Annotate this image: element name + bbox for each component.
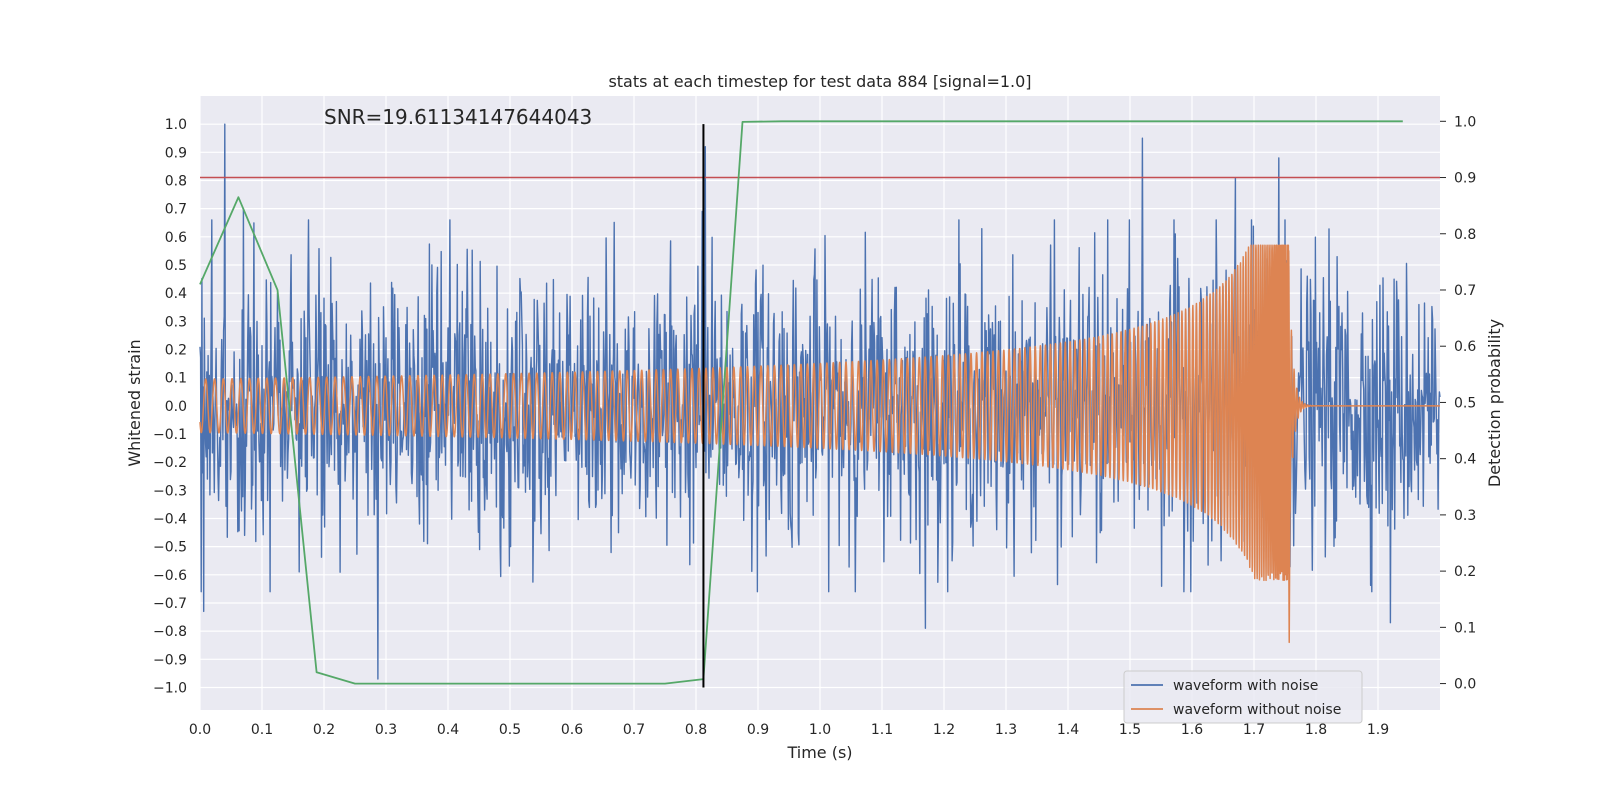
y-tick-label: −0.8	[153, 624, 187, 640]
y-tick-label: −0.9	[153, 652, 187, 668]
y2-tick-label: 0.2	[1454, 564, 1476, 580]
x-tick-label: 1.3	[995, 722, 1017, 738]
y2-tick-label: 0.8	[1454, 227, 1476, 243]
legend: waveform with noise waveform without noi…	[1123, 670, 1363, 724]
x-tick-label: 1.9	[1367, 722, 1389, 738]
x-tick-label: 1.2	[933, 722, 955, 738]
y-tick-label: 0.3	[165, 314, 187, 330]
x-axis: 0.0 0.1 0.2 0.3 0.4 0.5 0.6 0.7 0.8 0.9 1.0 1.1 1.2 1…	[189, 722, 1389, 738]
y2-tick-label: 0.5	[1454, 395, 1476, 411]
y-axis-left: −1.0 −0.9 −0.8 −0.7 −0.6 −0.5 −0.4 −0.3 −0.2 −0.1…	[153, 117, 187, 696]
x-tick-label: 0.5	[499, 722, 521, 738]
waveform-without-noise-line	[199, 244, 1441, 644]
x-tick-label: 0.6	[561, 722, 583, 738]
y2-tick-label: 0.9	[1454, 171, 1476, 187]
x-tick-label: 1.4	[1057, 722, 1079, 738]
x-tick-label: 1.8	[1305, 722, 1327, 738]
y-tick-label: 0.8	[165, 173, 187, 189]
x-tick-label: 0.1	[251, 722, 273, 738]
y2-tick-label: 0.0	[1454, 677, 1476, 693]
y-tick-label: 0.1	[165, 371, 187, 387]
legend-label-noise: waveform with noise	[1173, 678, 1318, 694]
y2-tick-label: 0.1	[1454, 620, 1476, 636]
y-tick-label: −0.2	[153, 455, 187, 471]
x-tick-label: 0.4	[437, 722, 459, 738]
y-tick-label: 1.0	[165, 117, 187, 133]
y-tick-label: −1.0	[153, 680, 187, 696]
y-tick-label: −0.3	[153, 483, 187, 499]
detection-probability-line	[199, 120, 1403, 685]
y2-axis-label: Detection probability	[1485, 319, 1504, 487]
x-tick-label: 1.6	[1181, 722, 1203, 738]
y-tick-label: 0.2	[165, 342, 187, 358]
legend-box	[1123, 670, 1363, 724]
legend-label-clean: waveform without noise	[1173, 702, 1341, 718]
x-tick-label: 0.3	[375, 722, 397, 738]
y-tick-label: 0.0	[165, 399, 187, 415]
x-tick-label: 1.0	[809, 722, 831, 738]
x-tick-label: 0.0	[189, 722, 211, 738]
y-axis-right: 0.0 0.1 0.2 0.3 0.4 0.5 0.6 0.7 0.8 0.9 1.0	[1440, 114, 1476, 693]
x-tick-label: 0.8	[685, 722, 707, 738]
y-tick-label: −0.6	[153, 568, 187, 584]
y-tick-label: 0.9	[165, 145, 187, 161]
x-tick-label: 1.5	[1119, 722, 1141, 738]
y2-tick-label: 0.6	[1454, 339, 1476, 355]
y-tick-label: −0.4	[153, 511, 187, 527]
x-tick-label: 0.7	[623, 722, 645, 738]
x-tick-label: 0.9	[747, 722, 769, 738]
chart-title: stats at each timestep for test data 884…	[608, 72, 1031, 91]
y-tick-label: 0.7	[165, 202, 187, 218]
series-layer	[199, 123, 1441, 680]
snr-annotation: SNR=19.61134147644043	[324, 105, 592, 129]
y-tick-label: 0.5	[165, 258, 187, 274]
y-tick-label: 0.6	[165, 230, 187, 246]
y-tick-label: 0.4	[165, 286, 187, 302]
x-tick-label: 1.7	[1243, 722, 1265, 738]
y-axis-label: Whitened strain	[125, 339, 144, 466]
x-tick-label: 1.1	[871, 722, 893, 738]
y-tick-label: −0.7	[153, 596, 187, 612]
y2-tick-label: 0.7	[1454, 283, 1476, 299]
y2-tick-label: 0.4	[1454, 452, 1476, 468]
x-tick-label: 0.2	[313, 722, 335, 738]
y-tick-label: −0.1	[153, 427, 187, 443]
x-axis-label: Time (s)	[786, 743, 852, 762]
y2-tick-label: 1.0	[1454, 114, 1476, 130]
y-tick-label: −0.5	[153, 540, 187, 556]
y2-tick-label: 0.3	[1454, 508, 1476, 524]
